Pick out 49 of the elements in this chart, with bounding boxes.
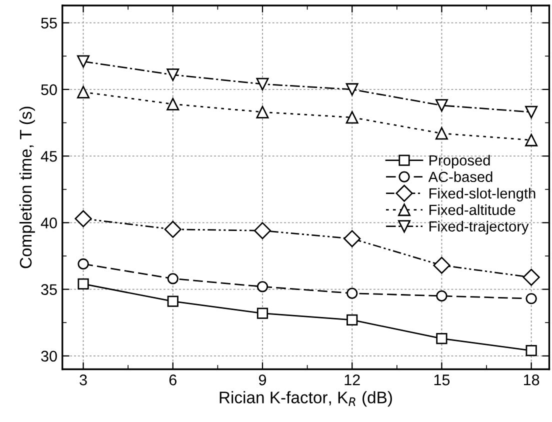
- point: [256, 308, 268, 319]
- point: [256, 78, 269, 90]
- point: [78, 258, 89, 270]
- x-tick-label: 9: [258, 374, 266, 386]
- point: [78, 278, 89, 290]
- y-tick-label: 40: [40, 218, 57, 228]
- x-tick-label: 12: [344, 374, 360, 386]
- point: [164, 220, 182, 238]
- point: [525, 134, 538, 146]
- point: [77, 55, 90, 68]
- point: [346, 314, 358, 326]
- point: [167, 273, 178, 284]
- x-tick-label: 6: [169, 374, 176, 386]
- point: [166, 98, 180, 110]
- x-axis-title: Rician K-factor, K$_{R}$ (dB): [220, 391, 392, 407]
- point: [435, 127, 448, 140]
- point: [344, 230, 361, 248]
- y-tick-label: 35: [41, 284, 57, 295]
- point: [346, 83, 358, 96]
- point: [525, 106, 538, 118]
- point: [346, 111, 358, 124]
- point: [256, 106, 269, 118]
- point: [346, 288, 358, 299]
- y-tick-label: 30: [41, 350, 57, 362]
- legend-label: AC-based: [428, 171, 492, 182]
- legend-label: Fixed-altitude: [430, 204, 516, 216]
- x-tick-label: 3: [80, 374, 87, 386]
- point: [436, 290, 448, 302]
- point: [166, 68, 180, 82]
- point: [256, 281, 268, 292]
- legend-label: Proposed: [430, 154, 490, 168]
- point: [436, 333, 448, 344]
- x-tick-label: 15: [434, 374, 450, 386]
- y-tick-label: 55: [41, 18, 57, 28]
- point: [77, 86, 90, 98]
- y-tick-label: 45: [40, 151, 57, 162]
- point: [435, 99, 448, 112]
- legend-label: Fixed-trajectory: [430, 220, 529, 234]
- point: [254, 222, 272, 240]
- point: [526, 345, 537, 356]
- y-tick-label: 50: [41, 84, 57, 96]
- x-tick-label: 18: [524, 374, 540, 386]
- point: [167, 296, 178, 307]
- point: [522, 268, 540, 286]
- point: [526, 293, 537, 304]
- point: [433, 256, 450, 274]
- point: [74, 210, 92, 228]
- y-axis-title: Completion time, T (s): [19, 106, 35, 268]
- legend-label: Fixed-slot-length: [430, 188, 536, 202]
